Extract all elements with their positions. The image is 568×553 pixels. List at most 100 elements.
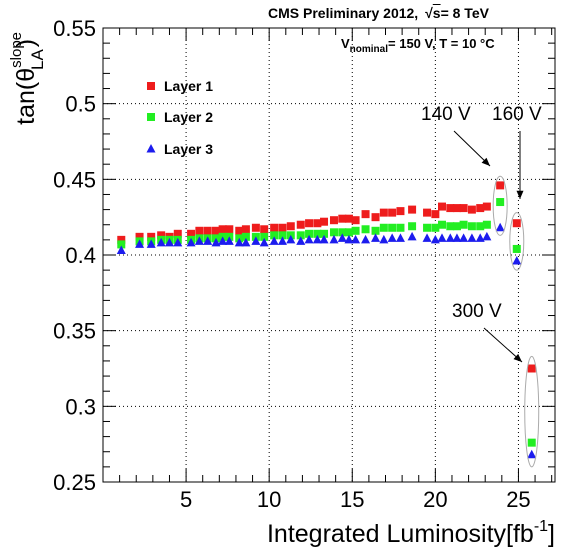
point-layer-2 <box>408 222 417 231</box>
legend-label-layer-2: Layer 2 <box>164 109 213 125</box>
x-axis-label-close: ] <box>548 520 555 548</box>
legend-label-layer-1: Layer 1 <box>164 78 213 94</box>
point-layer-3 <box>459 233 469 242</box>
point-layer-2 <box>338 228 347 237</box>
energy-s: s <box>432 5 441 21</box>
point-layer-1 <box>496 181 505 190</box>
point-layer-2 <box>527 438 536 447</box>
point-layer-1 <box>313 219 322 228</box>
y-axis-label-close: ) <box>12 39 40 47</box>
point-layer-2 <box>260 232 269 241</box>
highlight-ellipse-2 <box>509 212 525 271</box>
x-tick-label: 15 <box>340 487 364 512</box>
point-layer-1 <box>235 226 244 235</box>
point-layer-2 <box>379 223 388 232</box>
point-layer-1 <box>371 213 380 222</box>
point-layer-3 <box>269 236 279 245</box>
cond-rest: = 150 V, T = 10 °C <box>388 36 495 51</box>
point-layer-3 <box>241 237 251 247</box>
point-layer-3 <box>277 236 287 245</box>
point-layer-3 <box>218 236 228 245</box>
point-layer-1 <box>396 207 405 216</box>
energy-value: = 8 TeV <box>440 5 489 21</box>
point-layer-1 <box>251 223 260 232</box>
point-layer-1 <box>351 216 360 225</box>
point-layer-2 <box>476 222 485 231</box>
point-layer-3 <box>344 234 354 244</box>
point-layer-1 <box>203 226 212 235</box>
point-layer-1 <box>157 231 166 240</box>
y-tick-label: 0.55 <box>53 16 96 41</box>
point-layer-2 <box>388 223 397 232</box>
point-layer-3 <box>319 234 329 244</box>
y-tick-label: 0.3 <box>65 394 96 419</box>
point-layer-3 <box>512 256 522 265</box>
point-layer-3 <box>312 234 322 244</box>
point-layer-3 <box>430 234 440 244</box>
point-layer-3 <box>475 233 485 242</box>
x-tick-label: 10 <box>257 487 281 512</box>
point-layer-1 <box>135 232 144 241</box>
point-layer-2 <box>467 222 476 231</box>
point-layer-2 <box>296 231 305 240</box>
y-tick-label: 0.5 <box>65 92 96 117</box>
point-layer-3 <box>422 233 432 242</box>
point-layer-2 <box>459 220 468 229</box>
point-layer-3 <box>146 239 156 248</box>
point-layer-1 <box>173 229 182 238</box>
point-layer-2 <box>512 244 521 253</box>
point-layer-1 <box>452 204 461 213</box>
point-layer-3 <box>337 233 347 242</box>
point-layer-3 <box>251 236 261 245</box>
point-layer-2 <box>270 231 279 240</box>
point-layer-2 <box>396 223 405 232</box>
point-layer-2 <box>278 231 287 240</box>
point-layer-2 <box>438 220 446 229</box>
point-layer-1 <box>438 202 446 211</box>
point-layer-3 <box>495 222 505 232</box>
point-layer-2 <box>371 226 380 235</box>
point-layer-1 <box>195 226 204 235</box>
point-layer-3 <box>211 237 221 247</box>
point-layer-1 <box>423 208 432 217</box>
y-axis-label: tan(θslope LA) <box>8 32 47 125</box>
point-layer-1 <box>476 204 485 213</box>
point-layer-1 <box>225 225 234 234</box>
point-layer-3 <box>407 231 417 241</box>
x-tick-label: 25 <box>506 487 530 512</box>
x-axis-label-sup: -1 <box>534 518 548 535</box>
point-layer-3 <box>296 236 306 245</box>
point-layer-1 <box>467 205 476 214</box>
point-layer-3 <box>259 237 269 247</box>
point-layer-3 <box>186 237 196 247</box>
point-layer-2 <box>431 223 440 232</box>
point-layer-2 <box>117 240 126 249</box>
point-layer-3 <box>164 237 174 247</box>
point-layer-2 <box>329 228 338 237</box>
point-layer-1 <box>260 225 269 234</box>
experiment-label: CMS Preliminary 2012, √s= 8 TeV <box>268 5 489 21</box>
point-layer-1 <box>512 219 521 228</box>
annotation-140v: 140 V <box>421 104 471 125</box>
arrow-140v-head <box>481 157 490 166</box>
point-layer-2 <box>452 222 461 231</box>
sqrt-symbol: √ <box>425 5 433 21</box>
y-axis-label-sup: slope <box>8 32 25 68</box>
point-layer-1 <box>379 208 388 217</box>
legend-marker-layer-3 <box>146 144 156 153</box>
point-layer-3 <box>361 234 371 244</box>
point-layer-1 <box>459 204 468 213</box>
point-layer-2 <box>241 232 250 241</box>
y-tick-label: 0.25 <box>53 470 96 495</box>
point-layer-1 <box>147 232 156 241</box>
cond-sub: nominal <box>349 44 389 55</box>
arrow-300v-head <box>513 353 522 362</box>
point-layer-3 <box>304 234 314 244</box>
point-layer-3 <box>351 234 361 244</box>
x-tick-label: 5 <box>180 487 192 512</box>
point-layer-1 <box>296 220 305 229</box>
point-layer-1 <box>270 223 279 232</box>
point-layer-2 <box>482 220 491 229</box>
cond-v: V <box>341 36 350 51</box>
point-layer-3 <box>156 237 166 247</box>
